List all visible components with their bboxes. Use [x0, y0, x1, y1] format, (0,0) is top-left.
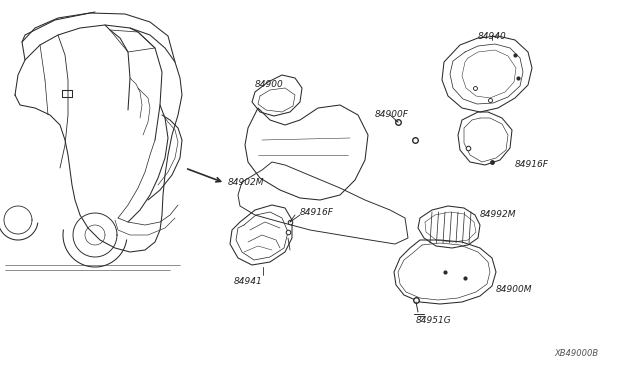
Text: 84900M: 84900M — [496, 285, 532, 294]
Text: 84916F: 84916F — [515, 160, 549, 169]
Text: 84902M: 84902M — [228, 178, 264, 187]
Text: 84916F: 84916F — [300, 208, 334, 217]
Text: 84951G: 84951G — [416, 316, 452, 325]
Text: 84992M: 84992M — [480, 210, 516, 219]
Text: 84900F: 84900F — [375, 110, 409, 119]
Text: 84941: 84941 — [234, 277, 262, 286]
Text: 84940: 84940 — [478, 32, 507, 41]
Text: 84900: 84900 — [255, 80, 284, 89]
Text: XB49000B: XB49000B — [554, 349, 598, 358]
